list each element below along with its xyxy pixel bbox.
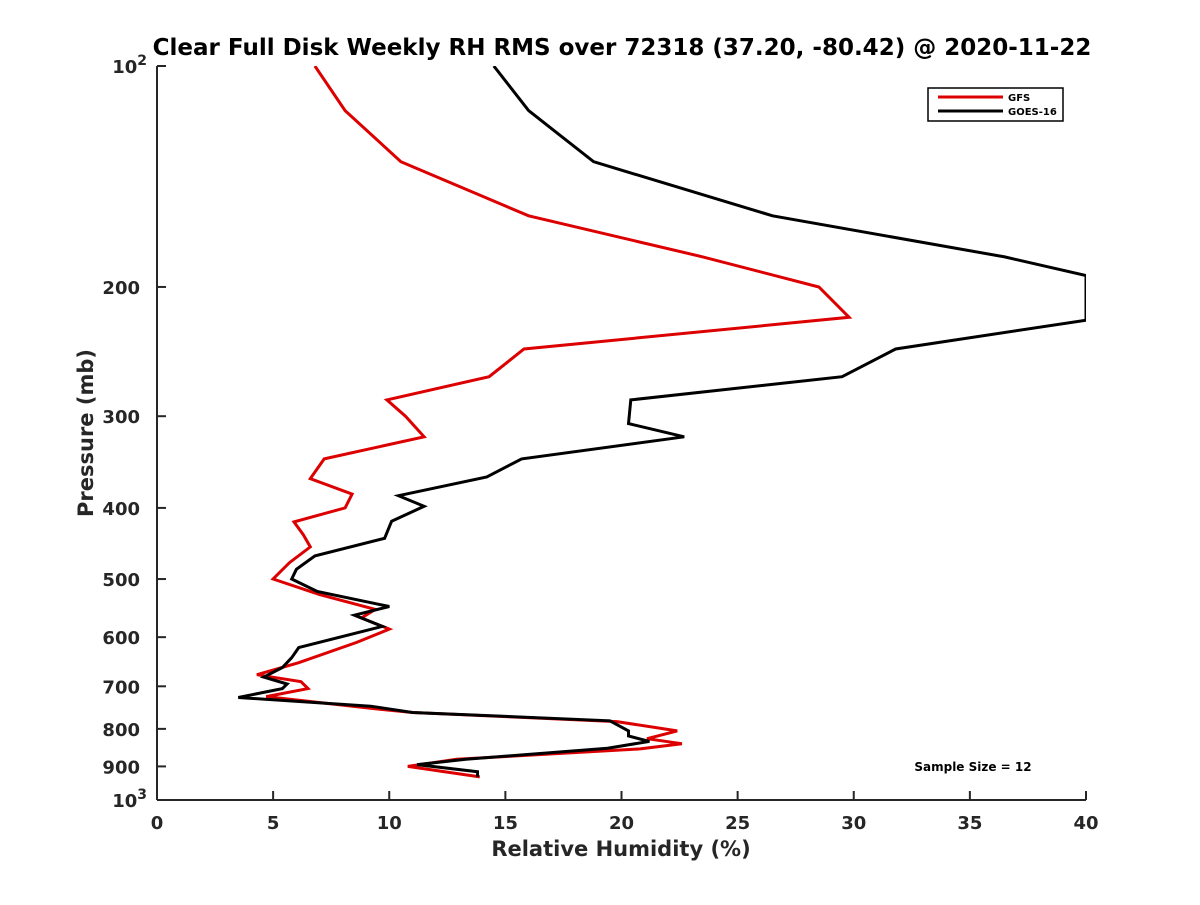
y-tick-label: 800 bbox=[102, 720, 140, 741]
x-tick-label: 35 bbox=[957, 813, 982, 834]
x-tick-label: 40 bbox=[1073, 813, 1098, 834]
y-tick-label: 700 bbox=[102, 677, 140, 698]
y-tick-label: 200 bbox=[102, 278, 140, 299]
x-tick-label: 5 bbox=[267, 813, 280, 834]
plot-area bbox=[238, 66, 1086, 779]
series-line-goes-16 bbox=[238, 66, 1086, 777]
legend-box bbox=[927, 87, 1064, 122]
y-axis-label: Pressure (mb) bbox=[74, 349, 98, 517]
legend-label-goes-16: GOES-16 bbox=[1008, 107, 1057, 118]
x-tick-label: 30 bbox=[841, 813, 866, 834]
x-tick-label: 25 bbox=[725, 813, 750, 834]
chart-title: Clear Full Disk Weekly RH RMS over 72318… bbox=[153, 35, 1092, 61]
x-tick-label: 0 bbox=[151, 813, 164, 834]
series-line-gfs bbox=[256, 66, 853, 779]
legend-label-gfs: GFS bbox=[1008, 93, 1030, 104]
x-axis-label: Relative Humidity (%) bbox=[491, 837, 750, 861]
x-tick-label: 10 bbox=[377, 813, 402, 834]
y-tick-label: 500 bbox=[102, 570, 140, 591]
sample-size-annotation: Sample Size = 12 bbox=[914, 760, 1031, 774]
y-tick-label: 300 bbox=[102, 407, 140, 428]
y-tick-label: 600 bbox=[102, 628, 140, 649]
legend: GFS GOES-16 bbox=[927, 87, 1064, 122]
x-tick-label: 20 bbox=[609, 813, 634, 834]
y-tick-label: 102 bbox=[112, 53, 147, 78]
y-tick-label: 900 bbox=[102, 757, 140, 778]
y-tick-label: 400 bbox=[102, 499, 140, 520]
axes: 0 5 10 15 20 25 30 35 40 102 200 300 400 500 600 700 800… bbox=[102, 53, 1098, 834]
x-tick-label: 15 bbox=[493, 813, 518, 834]
y-tick-label: 103 bbox=[112, 787, 147, 812]
